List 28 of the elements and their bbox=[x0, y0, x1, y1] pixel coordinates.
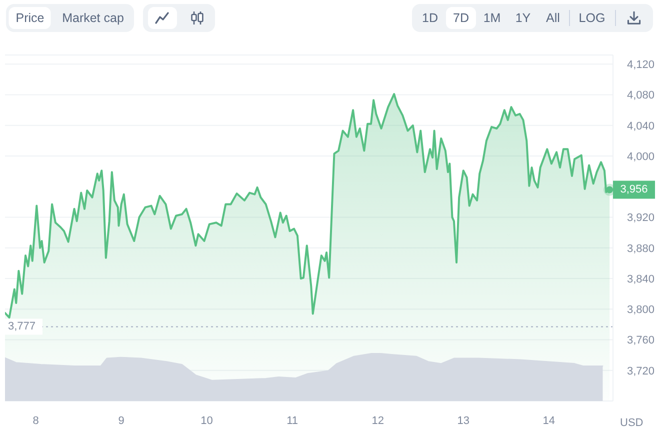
x-tick-label: 13 bbox=[457, 414, 470, 427]
x-tick-label: 10 bbox=[200, 414, 213, 427]
text: 1M bbox=[483, 11, 501, 25]
text: Price bbox=[16, 11, 44, 25]
y-tick-label: 3,800 bbox=[627, 304, 655, 316]
text: 7D bbox=[453, 11, 469, 25]
y-tick-label: 4,120 bbox=[627, 59, 655, 72]
annotation: 3,956 bbox=[620, 184, 648, 196]
x-tick-label: 11 bbox=[286, 414, 298, 427]
y-tick-label: 4,080 bbox=[627, 90, 655, 102]
y-tick-label: 3,880 bbox=[627, 242, 655, 255]
text: 1Y bbox=[515, 11, 531, 25]
x-tick-label: 9 bbox=[118, 414, 124, 427]
text: 1D bbox=[422, 11, 438, 25]
x-tick-label: 12 bbox=[372, 414, 384, 427]
ref-line-label: 3,777 bbox=[8, 320, 36, 333]
y-tick-label: 4,040 bbox=[627, 120, 655, 132]
y-axis-title: USD bbox=[620, 417, 644, 429]
text: All bbox=[546, 11, 560, 25]
text: Market cap bbox=[62, 11, 124, 25]
y-tick-label: 3,840 bbox=[627, 273, 655, 286]
x-tick-label: 14 bbox=[542, 414, 555, 427]
y-tick-label: 3,720 bbox=[627, 365, 655, 378]
x-tick-label: 8 bbox=[32, 414, 39, 427]
text: LOG bbox=[578, 11, 606, 25]
y-tick-label: 3,920 bbox=[627, 212, 655, 224]
y-tick-label: 4,000 bbox=[627, 150, 655, 163]
y-tick-label: 3,760 bbox=[627, 334, 655, 347]
